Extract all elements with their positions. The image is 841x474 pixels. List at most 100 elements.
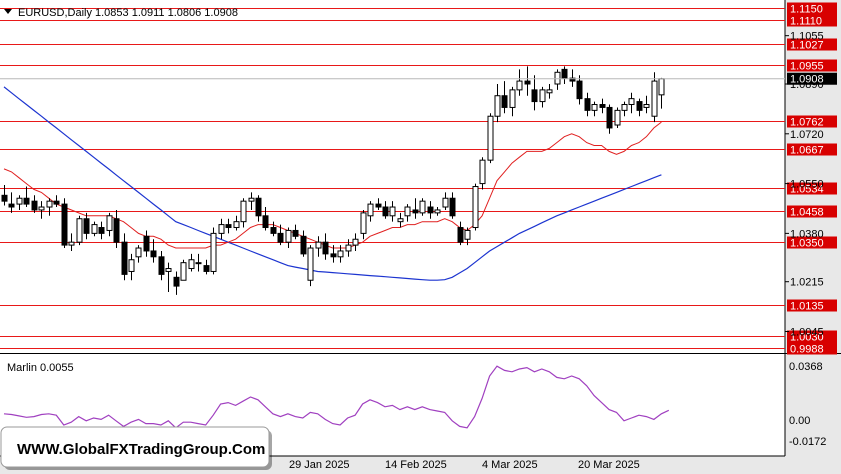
bearish-candle bbox=[158, 256, 165, 275]
triangle-down-icon[interactable] bbox=[4, 9, 12, 14]
bullish-candle bbox=[472, 186, 479, 229]
date-label: 4 Mar 2025 bbox=[482, 459, 538, 471]
level-label: 1.1150 bbox=[790, 4, 823, 16]
bullish-candle bbox=[546, 89, 553, 94]
level-label-box bbox=[787, 14, 837, 27]
price-axis-label: 1.0380 bbox=[790, 228, 824, 240]
bearish-candle bbox=[225, 224, 232, 229]
bearish-candle bbox=[300, 235, 307, 255]
price-axis-label: 1.1055 bbox=[790, 31, 824, 43]
date-label: 29 Jan 2025 bbox=[289, 459, 350, 471]
bullish-candle bbox=[188, 259, 195, 270]
bearish-candle bbox=[569, 77, 576, 82]
bullish-candle bbox=[315, 241, 322, 249]
bearish-candle bbox=[531, 89, 538, 103]
bullish-candle bbox=[248, 197, 255, 202]
bearish-candle bbox=[8, 203, 15, 208]
indicator-axis-label: 0.0368 bbox=[789, 361, 823, 373]
bullish-candle bbox=[106, 215, 113, 231]
bearish-candle bbox=[584, 98, 591, 111]
bullish-candle bbox=[91, 224, 98, 234]
bearish-candle bbox=[61, 203, 68, 246]
bullish-candle bbox=[434, 209, 441, 214]
level-label: 1.0458 bbox=[790, 207, 824, 219]
fast-moving-average bbox=[3, 121, 662, 249]
bullish-candle bbox=[494, 95, 501, 117]
price-axis-labels: 1.10551.08901.07201.05501.03801.02151.00… bbox=[0, 31, 837, 338]
indicator-axis-label: 0.00 bbox=[789, 415, 810, 427]
candlesticks bbox=[1, 66, 665, 295]
level-label: 1.0350 bbox=[790, 238, 824, 250]
bullish-candle bbox=[404, 206, 411, 217]
price-axis-label: 1.0550 bbox=[790, 179, 824, 191]
bearish-candle bbox=[382, 206, 389, 217]
bearish-candle bbox=[1, 194, 8, 202]
bullish-candle bbox=[487, 115, 494, 161]
oscillator-line bbox=[3, 365, 670, 429]
bullish-candle bbox=[352, 238, 359, 246]
bullish-candle bbox=[240, 200, 247, 223]
price-axis-label: 1.0045 bbox=[790, 326, 824, 338]
bullish-candle bbox=[337, 250, 344, 258]
bearish-candle bbox=[203, 265, 210, 272]
indicator-axis-label: -0.0172 bbox=[789, 436, 826, 448]
bullish-candle bbox=[539, 89, 546, 103]
level-label: 1.0135 bbox=[790, 301, 824, 313]
bullish-candle bbox=[46, 200, 53, 208]
bearish-candle bbox=[427, 206, 434, 214]
bullish-candle bbox=[479, 159, 486, 185]
bullish-candle bbox=[195, 262, 202, 265]
level-label-box bbox=[787, 236, 837, 249]
bearish-candle bbox=[501, 95, 508, 108]
bullish-candle bbox=[651, 80, 658, 117]
level-label-box bbox=[787, 2, 837, 15]
level-label: 1.1110 bbox=[790, 16, 822, 28]
watermark-text: WWW.GlobalFXTradingGroup.Com bbox=[17, 441, 265, 458]
bearish-candle bbox=[270, 227, 277, 234]
bullish-candle bbox=[628, 98, 635, 106]
indicator-title: Marlin 0.0055 bbox=[7, 362, 74, 374]
level-label-box bbox=[787, 38, 837, 51]
bearish-candle bbox=[330, 253, 337, 258]
bullish-candle bbox=[210, 232, 217, 272]
level-label-box bbox=[787, 342, 837, 355]
bearish-candle bbox=[262, 215, 269, 229]
watermark-banner: WWW.GlobalFXTradingGroup.Com bbox=[0, 426, 272, 470]
moving-averages bbox=[3, 86, 662, 281]
bearish-candle bbox=[561, 68, 568, 79]
bearish-candle bbox=[121, 241, 128, 275]
bullish-candle bbox=[643, 104, 650, 108]
bearish-candle bbox=[98, 227, 105, 234]
level-label: 1.0534 bbox=[790, 184, 824, 196]
bullish-candle bbox=[165, 268, 172, 272]
bearish-candle bbox=[173, 276, 180, 287]
level-label: 1.0762 bbox=[790, 117, 824, 129]
bearish-candle bbox=[606, 106, 613, 129]
bearish-candle bbox=[576, 80, 583, 100]
main-plot-area[interactable] bbox=[0, 0, 785, 352]
bullish-candle bbox=[621, 104, 628, 111]
level-label: 1.0667 bbox=[790, 145, 824, 157]
bullish-candle bbox=[128, 259, 135, 272]
level-label-box bbox=[787, 205, 837, 218]
bullish-candle bbox=[135, 247, 142, 258]
bearish-candle bbox=[599, 104, 606, 108]
level-label: 1.0030 bbox=[790, 332, 824, 344]
marlin-oscillator-line bbox=[3, 365, 670, 429]
bearish-candle bbox=[143, 235, 150, 252]
bearish-candle bbox=[23, 197, 30, 205]
bullish-candle bbox=[389, 206, 396, 217]
bullish-candle bbox=[180, 262, 187, 281]
bullish-candle bbox=[76, 218, 83, 243]
bearish-candle bbox=[31, 200, 38, 211]
bearish-candle bbox=[322, 241, 329, 255]
bullish-candle bbox=[367, 203, 374, 217]
level-label-box bbox=[787, 143, 837, 156]
bullish-candle bbox=[442, 197, 449, 208]
bearish-candle bbox=[449, 197, 456, 217]
bullish-candle bbox=[397, 218, 404, 223]
bullish-candle bbox=[464, 229, 471, 240]
date-label: 14 Feb 2025 bbox=[385, 459, 447, 471]
